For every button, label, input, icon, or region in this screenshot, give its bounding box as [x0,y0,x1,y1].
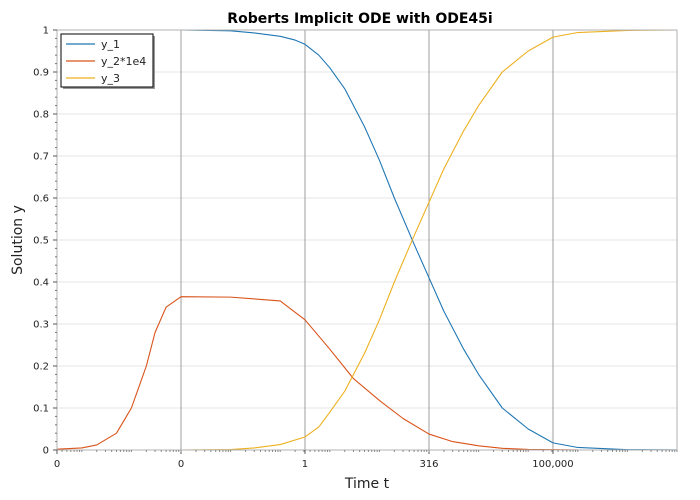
x-tick-label: 0 [178,459,184,470]
grid [56,30,677,450]
x-axis-label: Time t [344,476,390,492]
x-tick-label: 316 [419,459,438,470]
legend: y_1 y_2*1e4 y_3 [60,33,155,89]
axes: 00.10.20.30.40.50.60.70.80.910 0 1 316 100,0… [33,26,678,470]
series-line-1 [57,29,678,451]
y-tick-label: 0.9 [33,68,49,79]
y-axis-label: Solution y [10,205,26,275]
x-tick-label: 1 [302,459,308,470]
legend-label-3: y_3 [101,72,120,85]
y-tick-label: 0.1 [33,404,49,415]
y-tick-label: 0.7 [33,152,49,163]
y-tick-label: 0.8 [33,110,49,121]
series-line-3 [57,29,678,451]
legend-label-1: y_1 [101,38,120,51]
series-line-2 [56,296,578,451]
legend-label-2: y_2*1e4 [101,55,146,68]
y-tick-label: 0.4 [33,278,49,289]
y-tick-label: 1 [43,26,49,37]
y-tick-label: 0.6 [33,194,49,205]
x-tick-label: 100,000 [532,459,573,470]
series-lines [56,29,678,451]
y-tick-label: 0 [43,446,49,457]
x-tick-label: 0 [54,459,60,470]
y-tick-label: 0.3 [33,320,49,331]
y-tick-label: 0.5 [33,236,49,247]
chart-title: Roberts Implicit ODE with ODE45i [227,11,492,27]
y-tick-label: 0.2 [33,362,49,373]
